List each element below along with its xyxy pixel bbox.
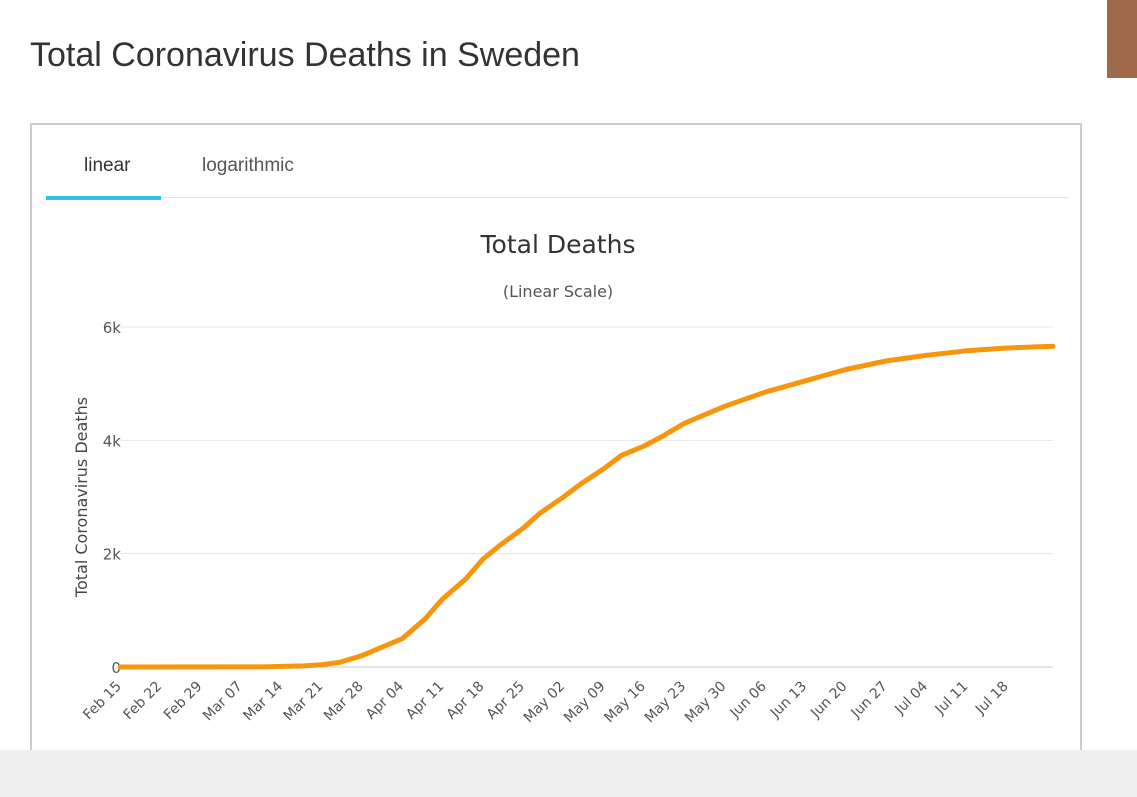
x-tick-label: Jun 20: [807, 679, 850, 722]
x-tick-label: Apr 18: [443, 679, 487, 723]
y-tick-label: 6k: [103, 319, 122, 337]
x-tick-label: Jul 11: [932, 679, 972, 719]
y-tick-label: 2k: [103, 546, 122, 564]
page-title: Total Coronavirus Deaths in Sweden: [30, 36, 580, 74]
chart-subtitle: (Linear Scale): [503, 282, 613, 301]
tab-logarithmic[interactable]: logarithmic: [202, 155, 294, 176]
x-tick-label: Apr 04: [363, 678, 407, 722]
x-tick-label: May 23: [642, 679, 690, 727]
x-tick-label: Jun 27: [848, 679, 891, 722]
x-tick-label: Jul 04: [891, 678, 931, 718]
x-tick-label: Feb 29: [161, 679, 206, 724]
chart-svg: Total Deaths (Linear Scale) 0 2k 4k 6k Total C…: [72, 230, 1056, 727]
x-tick-label: Jun 13: [767, 679, 810, 722]
x-tick-label: Apr 11: [403, 679, 447, 723]
x-tick-label: Mar 14: [240, 678, 286, 724]
chart-title: Total Deaths: [480, 230, 636, 259]
x-tick-label: May 16: [601, 678, 649, 726]
x-tick-label: May 02: [521, 679, 569, 727]
y-tick-label: 4k: [103, 432, 122, 450]
corner-accent-block: [1107, 0, 1137, 78]
x-tick-label: Feb 22: [121, 679, 166, 724]
x-tick-label: May 30: [682, 679, 730, 727]
tab-linear[interactable]: linear: [84, 155, 131, 176]
active-tab-indicator: [46, 196, 161, 200]
x-tick-label: Mar 28: [321, 679, 367, 725]
footer-bar: [0, 750, 1137, 797]
x-tick-label: May 09: [561, 679, 609, 727]
x-tick-label: Mar 07: [200, 679, 246, 725]
x-tick-label: Mar 21: [281, 679, 327, 725]
series-line-total-deaths: [117, 343, 1056, 670]
x-tick-label: Jul 18: [972, 679, 1012, 719]
scale-tabs: linear logarithmic: [46, 125, 1068, 200]
y-tick-label: 0: [111, 659, 121, 677]
x-tick-label: Jun 06: [727, 678, 770, 721]
chart-panel: linear logarithmic Total Deaths (Linear S…: [30, 123, 1082, 763]
x-tick-label: Feb 15: [80, 679, 125, 724]
y-axis-label: Total Coronavirus Deaths: [72, 397, 91, 598]
